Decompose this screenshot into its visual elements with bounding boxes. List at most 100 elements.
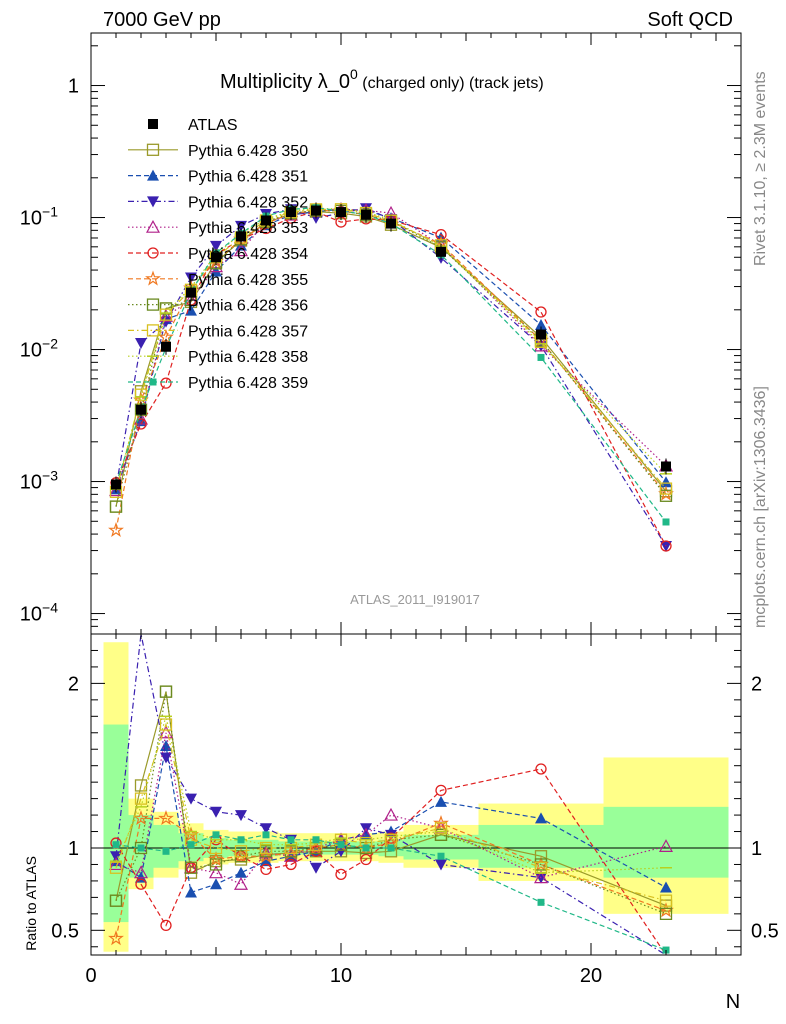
data-point (286, 207, 296, 218)
series-ratio-line (115, 633, 667, 956)
ratio-point (160, 752, 172, 764)
series-line (115, 208, 667, 492)
plot-title: Multiplicity λ_00 (charged only) (track … (220, 66, 544, 93)
data-point (311, 205, 321, 216)
series-point (660, 540, 672, 552)
ratio-point (434, 828, 448, 841)
process-label: Soft QCD (647, 9, 733, 31)
title-superscript: 0 (350, 66, 358, 82)
legend-entry: Pythia 6.428 354 (128, 246, 308, 263)
legend-entry: Pythia 6.428 350 (128, 143, 308, 160)
ratio-point (260, 855, 272, 867)
ratio-point (109, 861, 123, 874)
legend-label: Pythia 6.428 356 (188, 298, 308, 315)
ratio-point (310, 862, 322, 874)
legend-marker (146, 324, 160, 337)
legend-label: Pythia 6.428 351 (188, 169, 308, 186)
series-point (159, 308, 173, 321)
ratio-point (535, 812, 547, 824)
legend-marker (147, 247, 159, 259)
legend-label: Pythia 6.428 359 (188, 375, 308, 392)
ratio-ylabel: Ratio to ATLAS (23, 856, 39, 951)
ratio-point (208, 851, 224, 867)
y-tick-label: 10−1 (20, 204, 58, 230)
series-ratio-3 (110, 633, 667, 956)
ratio-point (109, 894, 123, 907)
ratio-point (435, 859, 447, 871)
ratio-point (262, 831, 270, 839)
ratio-point (434, 822, 448, 835)
ratio-point (437, 852, 445, 860)
series-point (537, 353, 545, 361)
series-point (662, 518, 670, 526)
legend-label: Pythia 6.428 353 (188, 220, 308, 237)
ratio-uncertainty-bands (103, 642, 729, 952)
series-ratio-8 (109, 718, 673, 907)
ratio-point (187, 841, 195, 849)
x-axis-label: N (726, 991, 740, 1013)
ratio-point (435, 784, 447, 797)
legend-label: Pythia 6.428 358 (188, 349, 308, 366)
series-ratio-line (115, 768, 667, 956)
ratio-point (259, 841, 273, 855)
x-tick-label-0: 0 (85, 965, 96, 987)
ratio-point (210, 806, 222, 818)
ratio-point (362, 844, 370, 852)
series-point (658, 485, 674, 501)
ratio-y-tick-label: 1 (68, 838, 79, 860)
ratio-point (235, 810, 247, 822)
band-green (478, 824, 604, 868)
series-point (135, 415, 147, 427)
series-point (160, 377, 172, 389)
ratio-point (110, 851, 122, 863)
ratio-point (158, 810, 174, 826)
series-point (535, 319, 547, 331)
series-ratio-line (115, 691, 667, 907)
series-point (108, 521, 124, 537)
data-point (336, 207, 346, 218)
data-point (661, 461, 671, 472)
data-point (361, 209, 371, 220)
legend: ATLAS Pythia 6.428 350 Pythia 6.428 351 Pyt… (128, 117, 308, 392)
legend-marker (147, 196, 159, 208)
ratio-y-tick-label-right: 0.5 (751, 920, 779, 942)
ratio-point (659, 894, 673, 907)
ratio-point (234, 845, 248, 858)
legend-marker (148, 119, 158, 129)
x-tick-label-20: 20 (580, 965, 602, 987)
data-point (161, 341, 171, 352)
ratio-point (360, 853, 372, 866)
ratio-point (134, 841, 148, 855)
legend-marker (147, 169, 159, 181)
ratio-point (158, 725, 174, 739)
legend-entry: Pythia 6.428 355 (128, 270, 308, 289)
y-tick-label: 10−3 (20, 468, 58, 494)
legend-entry: Pythia 6.428 359 (128, 375, 308, 392)
band-green (603, 806, 729, 878)
ratio-point (383, 807, 399, 821)
band-green (103, 724, 129, 923)
ratio-point (435, 795, 447, 807)
ratio-point (237, 836, 245, 844)
y-tick-label: 1 (68, 76, 79, 98)
ratio-panel-series (108, 633, 674, 956)
legend-entry: Pythia 6.428 352 (128, 194, 308, 211)
ratio-point (108, 930, 124, 946)
data-point (536, 329, 546, 340)
ratio-point (162, 847, 170, 855)
data-point (386, 218, 396, 229)
legend-label: Pythia 6.428 355 (188, 272, 308, 289)
data-point (236, 231, 246, 242)
data-point (436, 246, 446, 257)
svg-text:Multiplicity λ_00 (charged onl: Multiplicity λ_00 (charged only) (track … (220, 66, 544, 93)
ratio-point (433, 814, 449, 831)
data-point (211, 252, 221, 263)
ratio-point (212, 831, 220, 839)
ratio-point (210, 878, 222, 890)
series-ratio-line (115, 691, 667, 915)
title-subtitle: (charged only) (track jets) (358, 75, 544, 92)
ratio-point (235, 866, 247, 878)
series-point (535, 306, 547, 318)
axis-ticks: 0 10 20 10−4 10−3 10−2 10−1 1 0.5 0.5 1 1 2 2 (20, 33, 779, 987)
series-ratio-line (115, 732, 667, 885)
